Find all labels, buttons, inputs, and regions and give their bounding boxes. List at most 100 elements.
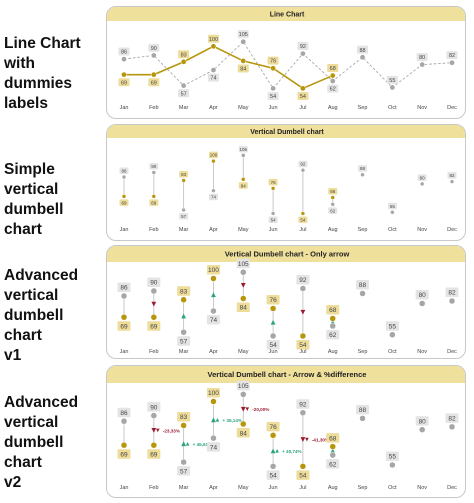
gray-value-tag	[387, 202, 397, 210]
x-tick-label: Jul	[299, 485, 306, 491]
gray-value-label: 57	[181, 214, 187, 219]
line-chart-svg: Line Chart 86 69 90 69 57 83 74 100 105 84 54 76 92 54…	[107, 7, 465, 111]
x-tick-label: Feb	[149, 105, 158, 111]
gray-value-tag	[208, 193, 218, 201]
x-tick-label: Sep	[358, 227, 368, 233]
x-tick-label: Nov	[417, 349, 427, 355]
gold-point	[329, 443, 336, 450]
gray-point	[390, 210, 395, 215]
gold-value-label: 68	[330, 189, 336, 194]
gold-point	[210, 398, 217, 405]
arrow-up-marker	[181, 313, 187, 319]
gold-value-label: 54	[299, 473, 307, 480]
gray-value-label: 88	[360, 166, 366, 171]
gold-value-label: 69	[120, 323, 128, 330]
gray-value-label: 90	[150, 280, 158, 287]
gold-value-tag	[297, 91, 309, 100]
gold-value-label: 76	[271, 180, 277, 185]
gold-value-label: 68	[330, 66, 336, 72]
gray-value-label: 86	[121, 50, 127, 56]
gray-value-label: 80	[419, 292, 427, 299]
chart-header	[107, 7, 465, 21]
gold-value-tag	[177, 411, 191, 422]
gray-value-tag	[327, 84, 339, 93]
gold-value-label: 69	[121, 200, 127, 205]
gray-value-tag	[446, 51, 458, 60]
arrow-up-marker	[330, 448, 336, 454]
gold-value-tag	[178, 50, 190, 59]
arrow-up-marker	[211, 292, 216, 298]
gray-point	[448, 297, 456, 305]
gray-value-label: 55	[390, 204, 396, 209]
gray-value-tag	[147, 402, 161, 412]
gold-point	[151, 194, 157, 199]
gray-point	[210, 67, 217, 73]
gray-point	[120, 417, 128, 425]
gold-value-tag	[296, 470, 310, 480]
gray-point	[299, 409, 307, 416]
gold-value-tag	[117, 321, 131, 331]
gray-value-tag	[236, 258, 250, 269]
gold-value-tag	[267, 56, 279, 65]
gray-value-tag	[118, 47, 130, 56]
x-tick-label: Jun	[269, 105, 278, 111]
gray-value-label: 74	[210, 76, 216, 82]
gray-value-tag	[297, 42, 309, 51]
gray-value-label: 82	[449, 53, 455, 59]
x-tick-label: Jul	[299, 227, 306, 233]
gold-point	[270, 65, 276, 72]
gold-value-label: 54	[299, 342, 307, 349]
gray-value-tag	[356, 280, 370, 290]
gold-value-label: 83	[181, 172, 187, 177]
x-tick-label: May	[238, 227, 249, 233]
gray-point	[329, 322, 336, 330]
gray-value-label: 57	[181, 91, 187, 97]
gray-point	[210, 307, 217, 315]
gray-value-tag	[298, 160, 308, 168]
arrow-up-marker	[211, 417, 216, 423]
gray-value-tag	[206, 315, 220, 325]
gray-point	[419, 181, 425, 187]
percent-dumbbell-panel: Vertical Dumbell chart - Arrow & %differ…	[106, 365, 466, 498]
gray-value-label: 92	[300, 162, 306, 167]
gray-value-tag	[266, 470, 280, 480]
x-tick-label: Aug	[328, 227, 338, 233]
gray-value-label: 105	[240, 147, 248, 152]
x-tick-label: Jan	[120, 485, 129, 491]
series-line-gray	[123, 41, 453, 90]
gray-value-tag	[236, 380, 250, 391]
gray-point	[240, 269, 247, 276]
gold-value-label: 69	[151, 80, 157, 86]
gray-value-tag	[178, 89, 190, 98]
gray-point	[241, 153, 246, 158]
arrow-down-marker	[300, 437, 306, 442]
gray-value-label: 54	[271, 217, 277, 222]
gray-point	[210, 434, 217, 442]
x-tick-label: Jul	[299, 105, 306, 111]
gray-value-label: 92	[299, 277, 307, 284]
gray-point	[329, 78, 336, 84]
x-tick-label: Jun	[269, 485, 278, 491]
percent-arrow-icon	[156, 428, 160, 433]
gray-value-tag	[447, 172, 457, 179]
gray-value-tag	[328, 207, 338, 214]
x-tick-label: Oct	[388, 227, 397, 233]
gray-value-label: 88	[359, 407, 367, 414]
gold-point	[330, 195, 335, 200]
gray-point	[151, 170, 157, 175]
gray-value-tag	[415, 416, 429, 426]
gray-value-label: 74	[211, 195, 217, 200]
gold-value-tag	[237, 64, 249, 73]
gray-point	[180, 82, 187, 89]
x-tick-label: Mar	[179, 485, 189, 491]
arrow-dumbbell-svg: Vertical Dumbell chart - Only arrow 86 69 9…	[107, 246, 465, 355]
x-tick-label: Aug	[328, 349, 338, 355]
chart-header	[107, 246, 465, 262]
gold-value-label: 69	[121, 80, 127, 86]
gold-value-tag	[326, 433, 340, 443]
line-chart-panel: Line Chart 86 69 90 69 57 83 74 100 105 84 54 76 92 54…	[106, 6, 466, 119]
percent-arrow-icon	[305, 437, 309, 442]
gray-point	[418, 300, 426, 307]
gray-value-label: 74	[210, 444, 218, 451]
gray-value-label: 62	[330, 87, 336, 93]
